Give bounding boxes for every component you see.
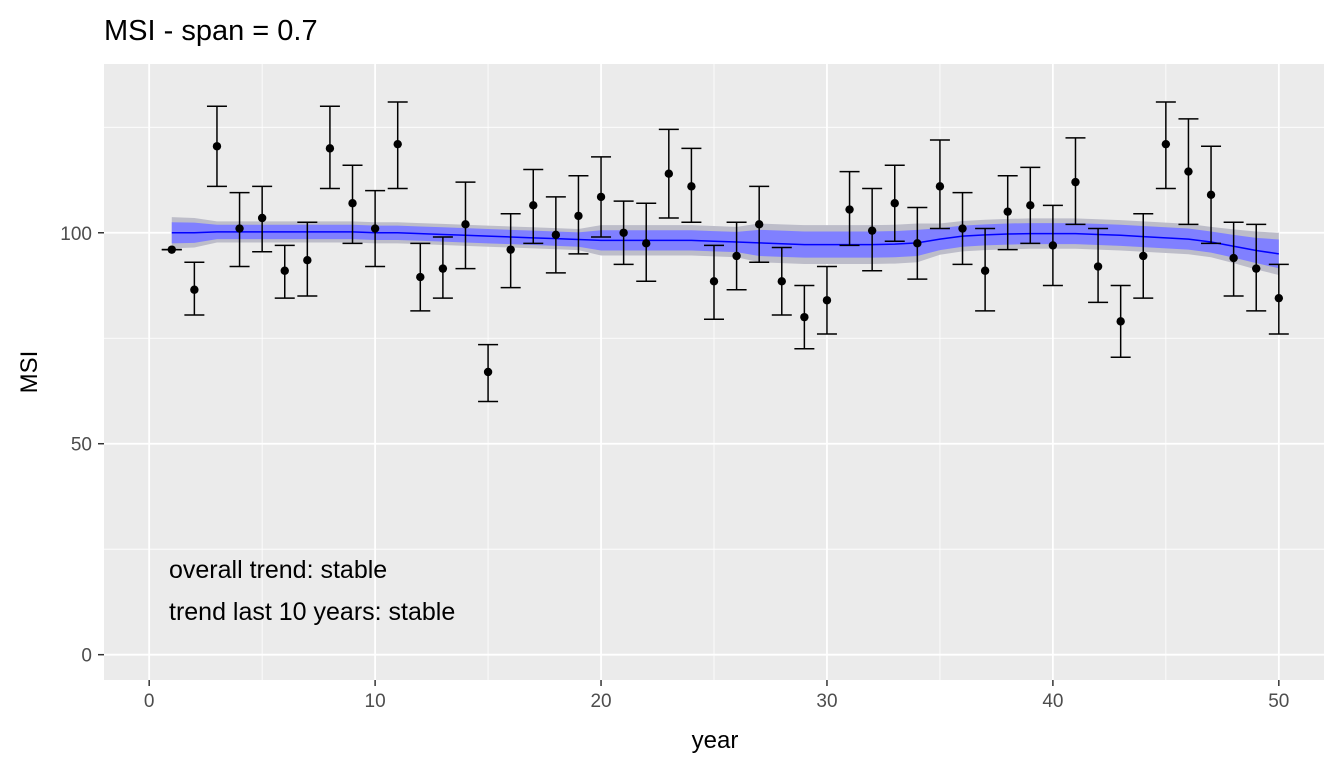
- data-point: [732, 251, 741, 261]
- data-point: [777, 277, 786, 286]
- data-point: [529, 201, 538, 210]
- data-point: [1139, 251, 1148, 261]
- data-point: [257, 213, 267, 223]
- data-point: [1116, 317, 1125, 326]
- x-axis: 0 10 20 30 40 50: [144, 680, 1289, 712]
- x-tick-label: 10: [365, 691, 386, 712]
- y-axis: 0 50 100: [60, 224, 104, 667]
- data-point: [687, 182, 696, 191]
- data-point: [190, 285, 199, 294]
- y-tick-label: 100: [60, 224, 92, 245]
- data-point: [325, 144, 335, 153]
- trend-annotations: overall trend: stable trend last 10 year…: [169, 556, 455, 626]
- data-point: [1229, 253, 1238, 263]
- data-point: [551, 230, 561, 240]
- data-point: [1071, 177, 1080, 187]
- data-point: [822, 296, 832, 305]
- annotation-overall-trend: overall trend: stable: [169, 556, 387, 584]
- data-point: [754, 220, 764, 229]
- data-points: [167, 139, 1284, 377]
- y-tick-label: 0: [81, 646, 92, 667]
- data-point: [1048, 241, 1058, 250]
- x-tick-label: 40: [1042, 691, 1063, 712]
- x-tick-label: 20: [590, 691, 611, 712]
- data-point: [913, 239, 922, 248]
- data-point: [416, 272, 425, 282]
- data-point: [1252, 264, 1261, 273]
- x-tick-label: 30: [816, 691, 837, 712]
- trend-line: [171, 231, 1279, 255]
- data-point: [664, 169, 674, 178]
- data-point: [980, 266, 990, 275]
- data-point: [574, 211, 583, 221]
- data-point: [1003, 207, 1012, 216]
- data-point: [845, 205, 854, 214]
- data-point: [1026, 201, 1035, 210]
- trend-line-group: [171, 231, 1279, 255]
- data-point: [393, 139, 402, 149]
- chart-title: MSI - span = 0.7: [104, 15, 318, 47]
- data-point: [958, 224, 967, 233]
- data-point: [709, 277, 719, 286]
- data-point: [1161, 139, 1171, 149]
- data-point: [890, 199, 899, 208]
- data-point: [1184, 167, 1193, 176]
- data-point: [348, 199, 357, 208]
- data-point: [438, 264, 448, 273]
- data-point: [303, 255, 312, 265]
- data-point: [1206, 190, 1216, 199]
- data-point: [1274, 293, 1284, 303]
- data-point: [370, 224, 380, 233]
- data-point: [212, 142, 222, 151]
- data-point: [235, 224, 244, 233]
- data-point: [506, 245, 515, 254]
- data-point: [800, 312, 809, 322]
- data-point: [280, 266, 289, 275]
- data-point: [461, 220, 470, 229]
- data-point: [596, 192, 606, 202]
- x-axis-title: year: [692, 727, 739, 754]
- x-tick-label: 50: [1268, 691, 1289, 712]
- y-tick-label: 50: [71, 435, 92, 456]
- x-tick-label: 0: [144, 691, 155, 712]
- data-point: [619, 228, 628, 237]
- data-point: [867, 226, 877, 235]
- data-point: [483, 367, 493, 377]
- data-point: [1093, 262, 1103, 271]
- y-axis-title: MSI: [16, 351, 43, 394]
- annotation-last-10-years: trend last 10 years: stable: [169, 598, 455, 626]
- grid-lines: [104, 64, 1324, 680]
- data-point: [935, 182, 945, 191]
- data-point: [642, 239, 651, 248]
- data-point: [167, 245, 176, 254]
